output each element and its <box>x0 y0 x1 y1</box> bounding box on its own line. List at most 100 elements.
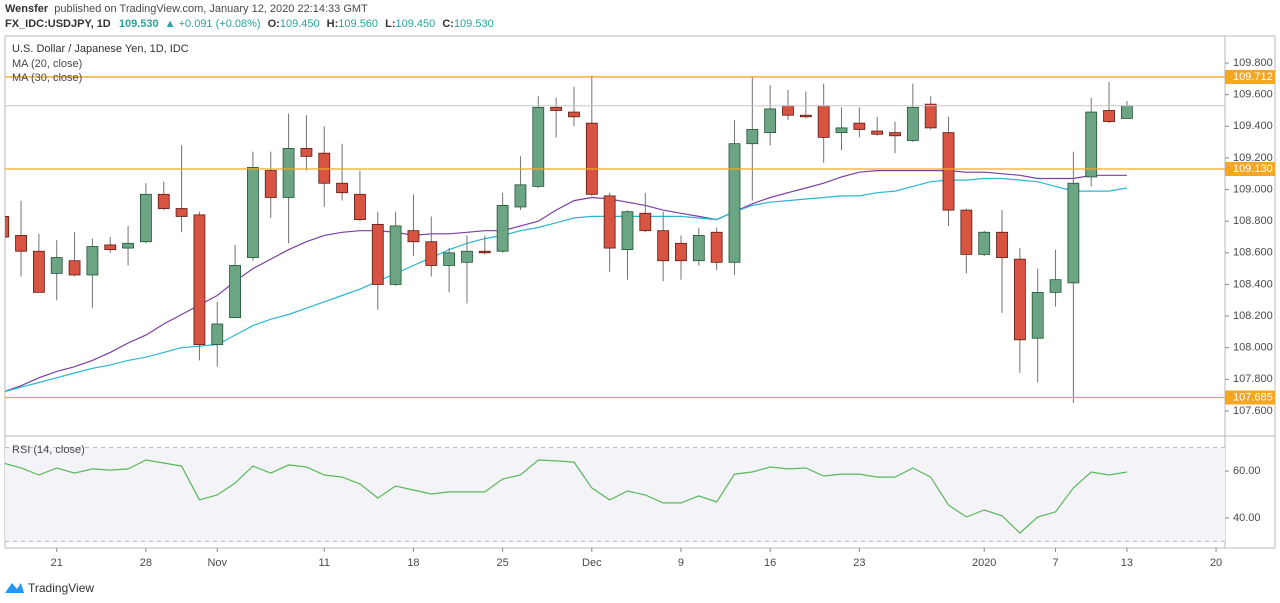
x-tick-label: 20 <box>1210 557 1222 569</box>
y-tick-label: 108.400 <box>1233 278 1273 290</box>
y-tick-label: 109.000 <box>1233 183 1273 195</box>
price-level-tag <box>1225 69 1275 84</box>
candle-body <box>157 193 170 209</box>
symbol-line: FX_IDC:USDJPY, 1D 109.530 ▲ +0.091 (+0.0… <box>5 18 494 30</box>
brand: TradingView <box>28 581 94 595</box>
candle-body <box>86 246 99 276</box>
candle-body <box>354 193 366 221</box>
series-line <box>5 170 1127 393</box>
overlay: 107.600 107.800 108.000 108.200 108.400 108.6… <box>51 57 1275 569</box>
candle-body <box>193 214 206 345</box>
candle-body <box>407 230 420 243</box>
candle-body <box>550 106 563 111</box>
candle-body <box>853 122 866 130</box>
candle-body <box>1067 182 1080 284</box>
candle-body <box>710 231 723 263</box>
candle-body <box>621 211 634 251</box>
candle-body <box>15 235 27 252</box>
candle-body <box>478 250 491 254</box>
candle-body <box>68 260 81 276</box>
candle-body <box>782 105 794 116</box>
candle-body <box>1013 258 1026 341</box>
x-tick-label: 11 <box>319 557 330 569</box>
rsi-band <box>5 447 1225 542</box>
candle-body <box>1103 110 1115 122</box>
y-tick-label: 109.200 <box>1233 152 1273 164</box>
candle-body <box>817 105 830 138</box>
candle-body <box>496 204 509 252</box>
x-tick-label: 16 <box>764 557 776 569</box>
header-line: Wensfer published on TradingView.com, Ja… <box>5 3 368 15</box>
candle-body <box>603 195 616 249</box>
frame <box>4 35 1276 549</box>
price: 109.530 <box>119 18 159 30</box>
candle-body <box>461 250 473 263</box>
candle-body <box>300 148 313 157</box>
ohlc-value: 109.450 <box>396 18 436 30</box>
candle-body <box>247 167 259 258</box>
candle-body <box>532 106 545 187</box>
ohlc-label: H: <box>327 18 339 30</box>
candle-body <box>443 252 456 266</box>
candle-body <box>871 130 884 135</box>
candle-body <box>639 212 652 232</box>
candle-body <box>371 223 384 285</box>
candle-body <box>585 122 598 195</box>
x-tick-label: 9 <box>678 557 684 569</box>
y-tick-label: 109.600 <box>1233 89 1273 101</box>
candle-body <box>264 170 277 198</box>
x-tick-label: 2020 <box>972 557 996 569</box>
candle-body <box>942 132 955 211</box>
candle-body <box>746 129 759 145</box>
candle-body <box>336 182 349 194</box>
ohlc-label: L: <box>385 18 395 30</box>
candle-body <box>906 106 919 141</box>
legend-entry: MA (20, close) <box>12 58 82 70</box>
symbol: FX_IDC:USDJPY, 1D <box>5 18 111 30</box>
candle-body <box>978 231 991 255</box>
y-tick-label: 107.800 <box>1233 373 1273 385</box>
candle-body <box>835 127 848 134</box>
candle-body <box>389 225 402 285</box>
legend-entry: MA (30, close) <box>12 72 82 84</box>
candle-body <box>318 152 331 184</box>
price-level-label: 107.685 <box>1233 391 1273 403</box>
price-level-tag <box>1225 162 1275 176</box>
pane-title: RSI (14, close) <box>12 444 85 456</box>
y-tick-label: 40.00 <box>1233 512 1261 524</box>
candle-body <box>675 242 687 262</box>
ohlc-value: 109.450 <box>280 18 320 30</box>
y-tick-label: 109.800 <box>1233 57 1273 69</box>
candle-body <box>692 235 705 262</box>
candle-body <box>799 114 812 118</box>
series-line <box>5 177 1128 393</box>
logo <box>5 583 24 593</box>
candle-body <box>104 244 117 251</box>
rsi-pane <box>5 447 1225 542</box>
candle-body <box>1049 279 1062 293</box>
candle-body <box>657 230 670 262</box>
x-tick-label: 25 <box>496 557 508 569</box>
candle-body <box>175 208 188 217</box>
x-tick-label: 7 <box>1052 557 1058 569</box>
series-line <box>5 459 1127 534</box>
pane-title: U.S. Dollar / Japanese Yen, 1D, IDC <box>12 43 189 55</box>
candle-body <box>728 143 741 263</box>
x-tick-label: Nov <box>207 557 227 569</box>
candle-body <box>1085 111 1098 178</box>
y-tick-label: 108.200 <box>1233 310 1273 322</box>
y-tick-label: 108.000 <box>1233 342 1273 354</box>
x-tick-label: 18 <box>407 557 419 569</box>
candle-body <box>122 242 134 249</box>
ohlc-label: C: <box>442 18 454 30</box>
candle-body <box>1031 291 1044 339</box>
y-tick-label: 108.600 <box>1233 247 1273 259</box>
candle-body <box>960 209 973 255</box>
price-level-label: 109.712 <box>1233 71 1273 83</box>
author: Wensfer <box>5 3 49 15</box>
price-level-tag <box>1225 390 1275 405</box>
candle-body <box>140 193 152 243</box>
candle-body <box>568 111 580 118</box>
price-pane <box>5 75 1225 404</box>
